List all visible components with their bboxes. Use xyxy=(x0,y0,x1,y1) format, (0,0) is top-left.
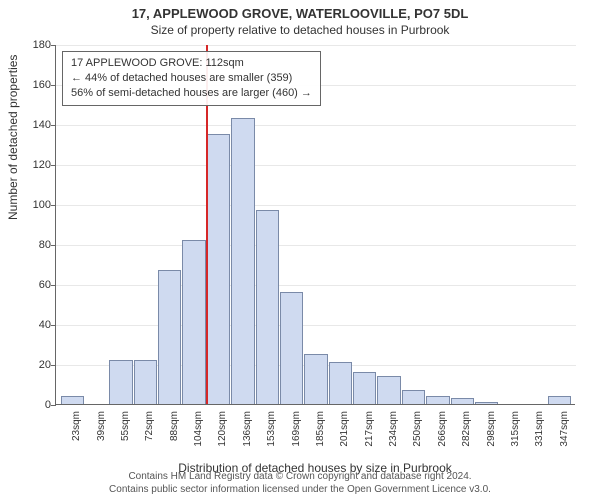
y-tick-label: 140 xyxy=(21,119,51,131)
footer-line-1: Contains HM Land Registry data © Crown c… xyxy=(0,470,600,483)
histogram-bar xyxy=(231,118,254,404)
y-tick-label: 60 xyxy=(21,279,51,291)
histogram-bar xyxy=(256,210,279,404)
y-tick-label: 180 xyxy=(21,39,51,51)
chart-title: 17, APPLEWOOD GROVE, WATERLOOVILLE, PO7 … xyxy=(0,6,600,21)
histogram-bar xyxy=(353,372,376,404)
x-tick-label: 331sqm xyxy=(522,407,546,457)
x-tick-label: 315sqm xyxy=(498,407,522,457)
y-tick-label: 160 xyxy=(21,79,51,91)
x-tick-label: 120sqm xyxy=(205,407,229,457)
x-tick-label: 39sqm xyxy=(83,407,107,457)
histogram-bar xyxy=(280,292,303,404)
callout-box: 17 APPLEWOOD GROVE: 112sqm ← 44% of deta… xyxy=(62,51,321,106)
y-tick-label: 100 xyxy=(21,199,51,211)
histogram-bar xyxy=(207,134,230,404)
x-tick-label: 153sqm xyxy=(254,407,278,457)
y-axis-label: Number of detached properties xyxy=(6,55,20,220)
histogram-bar xyxy=(475,402,498,404)
y-tick-label: 20 xyxy=(21,359,51,371)
histogram-bar xyxy=(134,360,157,404)
histogram-bar xyxy=(158,270,181,404)
x-tick-label: 234sqm xyxy=(376,407,400,457)
histogram-bar xyxy=(426,396,449,404)
x-tick-label: 72sqm xyxy=(132,407,156,457)
x-tick-label: 266sqm xyxy=(425,407,449,457)
x-tick-label: 104sqm xyxy=(181,407,205,457)
footer-line-2: Contains public sector information licen… xyxy=(0,483,600,496)
x-tick-label: 201sqm xyxy=(327,407,351,457)
x-tick-label: 347sqm xyxy=(547,407,571,457)
x-tick-label: 55sqm xyxy=(108,407,132,457)
x-labels-container: 23sqm39sqm55sqm72sqm88sqm104sqm120sqm136… xyxy=(55,407,575,457)
chart-area: 020406080100120140160180 17 APPLEWOOD GR… xyxy=(55,45,575,405)
x-tick-label: 169sqm xyxy=(278,407,302,457)
histogram-bar xyxy=(377,376,400,404)
histogram-bar xyxy=(329,362,352,404)
plot-region: 020406080100120140160180 17 APPLEWOOD GR… xyxy=(55,45,575,405)
histogram-bar xyxy=(109,360,132,404)
callout-line-3: 56% of semi-detached houses are larger (… xyxy=(71,86,312,101)
callout-line-1: 17 APPLEWOOD GROVE: 112sqm xyxy=(71,56,312,71)
y-tick-label: 120 xyxy=(21,159,51,171)
y-tick-label: 40 xyxy=(21,319,51,331)
y-tick-label: 0 xyxy=(21,399,51,411)
x-tick-label: 88sqm xyxy=(157,407,181,457)
histogram-bar xyxy=(304,354,327,404)
histogram-bar xyxy=(402,390,425,404)
x-tick-label: 217sqm xyxy=(352,407,376,457)
x-tick-label: 185sqm xyxy=(303,407,327,457)
x-tick-label: 136sqm xyxy=(230,407,254,457)
footer-attribution: Contains HM Land Registry data © Crown c… xyxy=(0,470,600,496)
histogram-bar xyxy=(61,396,84,404)
x-tick-label: 23sqm xyxy=(59,407,83,457)
chart-subtitle: Size of property relative to detached ho… xyxy=(0,23,600,37)
x-tick-label: 282sqm xyxy=(449,407,473,457)
x-tick-label: 250sqm xyxy=(400,407,424,457)
y-tick-label: 80 xyxy=(21,239,51,251)
histogram-bar xyxy=(548,396,571,404)
chart-title-block: 17, APPLEWOOD GROVE, WATERLOOVILLE, PO7 … xyxy=(0,0,600,37)
callout-line-2: ← 44% of detached houses are smaller (35… xyxy=(71,71,312,86)
x-tick-label: 298sqm xyxy=(473,407,497,457)
histogram-bar xyxy=(451,398,474,404)
histogram-bar xyxy=(182,240,205,404)
